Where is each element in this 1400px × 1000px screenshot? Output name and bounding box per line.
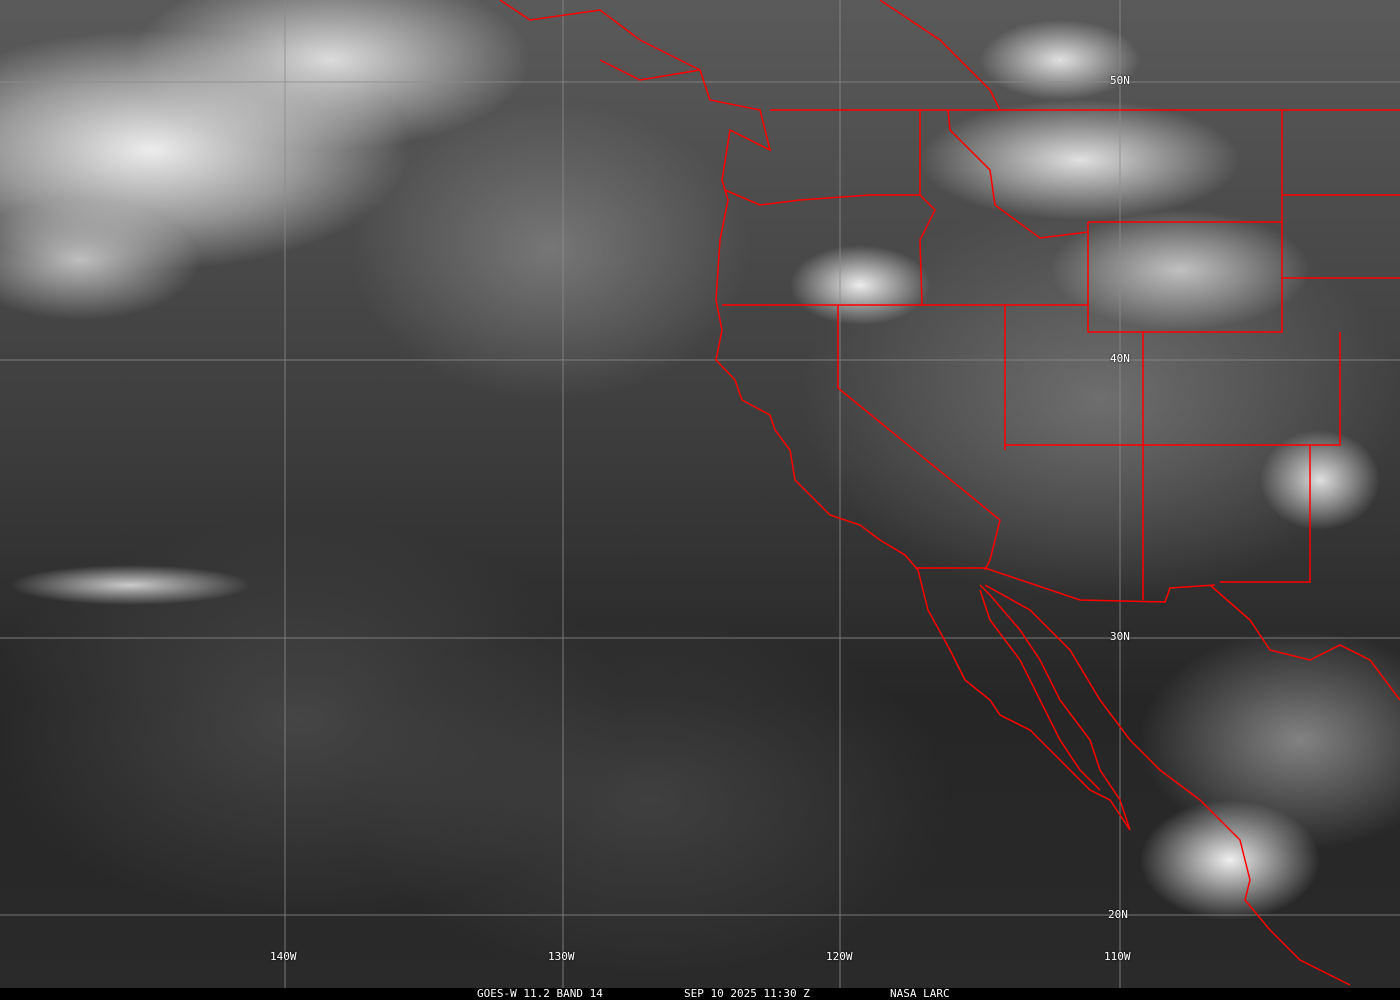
baja-gulf [979, 589, 1101, 791]
latitude-label-20n: 20N [1108, 908, 1128, 921]
wy-borders [1087, 221, 1283, 333]
canada-coast [499, 0, 701, 71]
coastline-gulf-mexico [1209, 584, 1400, 701]
us-mexico-border [915, 567, 1216, 603]
source-label: NASA LARC [890, 987, 950, 1000]
or-id-border [919, 194, 936, 306]
longitude-label-120w: 120W [826, 950, 853, 963]
nm-tx [1220, 445, 1311, 583]
latitude-label-50n: 50N [1110, 74, 1130, 87]
political-boundaries [499, 0, 1400, 986]
coastline-mexico [984, 584, 1351, 986]
latitude-label-30n: 30N [1110, 630, 1130, 643]
latitude-label-40n: 40N [1110, 352, 1130, 365]
longitude-label-110w: 110W [1104, 950, 1131, 963]
product-label: GOES-W 11.2 BAND 14 [477, 987, 603, 1000]
id-mt-border [947, 109, 1089, 239]
caption-bar: GOES-W 11.2 BAND 14 SEP 10 2025 11:30 Z … [0, 988, 1400, 1000]
wa-or-border [724, 189, 920, 206]
longitude-label-140w: 140W [270, 950, 297, 963]
coastline-west [599, 59, 1131, 831]
bc-alberta-border [879, 0, 1001, 111]
longitude-label-130w: 130W [548, 950, 575, 963]
ca-nv-border [837, 305, 1001, 571]
ut-co-az [1005, 332, 1341, 446]
datetime-label: SEP 10 2025 11:30 Z [684, 987, 810, 1000]
